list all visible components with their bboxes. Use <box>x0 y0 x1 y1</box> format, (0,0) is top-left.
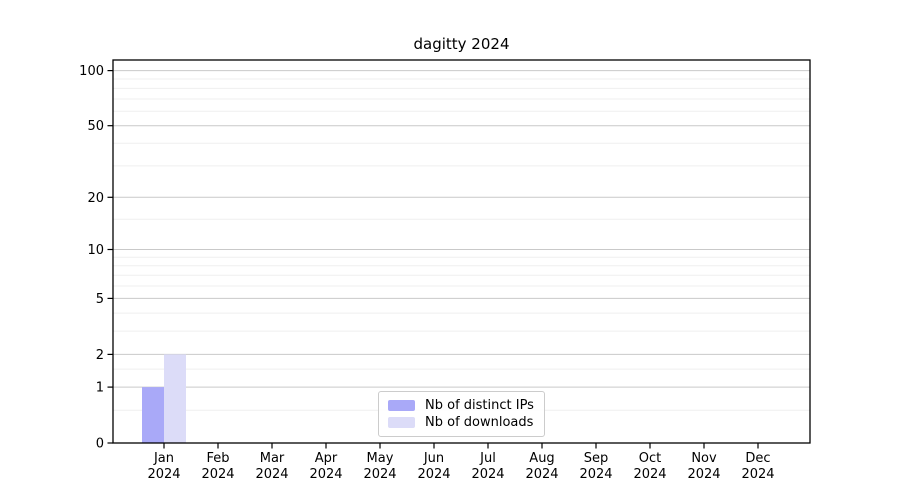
legend: Nb of distinct IPs Nb of downloads <box>378 391 545 437</box>
svg-text:2024: 2024 <box>471 467 504 482</box>
svg-text:Jan: Jan <box>153 451 174 466</box>
svg-text:2024: 2024 <box>255 467 288 482</box>
svg-text:50: 50 <box>87 119 104 134</box>
legend-label-distinct-ips: Nb of distinct IPs <box>425 398 534 413</box>
svg-text:Dec: Dec <box>745 451 770 466</box>
svg-text:20: 20 <box>87 191 104 206</box>
svg-text:2024: 2024 <box>687 467 720 482</box>
svg-text:2024: 2024 <box>147 467 180 482</box>
svg-text:Sep: Sep <box>584 451 609 466</box>
svg-text:100: 100 <box>79 64 104 79</box>
svg-text:2024: 2024 <box>363 467 396 482</box>
svg-text:2024: 2024 <box>309 467 342 482</box>
downloads-swatch-icon <box>388 417 415 428</box>
svg-text:5: 5 <box>96 292 104 307</box>
svg-text:2: 2 <box>96 348 104 363</box>
svg-text:Mar: Mar <box>260 451 285 466</box>
svg-text:2024: 2024 <box>741 467 774 482</box>
legend-item-distinct-ips: Nb of distinct IPs <box>388 397 535 414</box>
distinct-ips-swatch-icon <box>388 400 415 411</box>
svg-text:Jun: Jun <box>423 451 444 466</box>
legend-item-downloads: Nb of downloads <box>388 414 535 431</box>
svg-text:Nov: Nov <box>691 451 717 466</box>
svg-text:Aug: Aug <box>529 451 554 466</box>
svg-text:2024: 2024 <box>201 467 234 482</box>
svg-text:0: 0 <box>96 437 104 452</box>
svg-text:Oct: Oct <box>639 451 661 466</box>
svg-text:2024: 2024 <box>579 467 612 482</box>
svg-text:Apr: Apr <box>315 451 338 466</box>
svg-text:Feb: Feb <box>206 451 229 466</box>
chart-title: dagitty 2024 <box>413 35 510 53</box>
svg-text:2024: 2024 <box>417 467 450 482</box>
svg-text:2024: 2024 <box>633 467 666 482</box>
svg-text:Jul: Jul <box>479 451 496 466</box>
svg-text:10: 10 <box>87 243 104 258</box>
legend-label-downloads: Nb of downloads <box>425 415 534 430</box>
svg-text:May: May <box>367 451 394 466</box>
svg-text:1: 1 <box>96 381 104 396</box>
svg-text:2024: 2024 <box>525 467 558 482</box>
